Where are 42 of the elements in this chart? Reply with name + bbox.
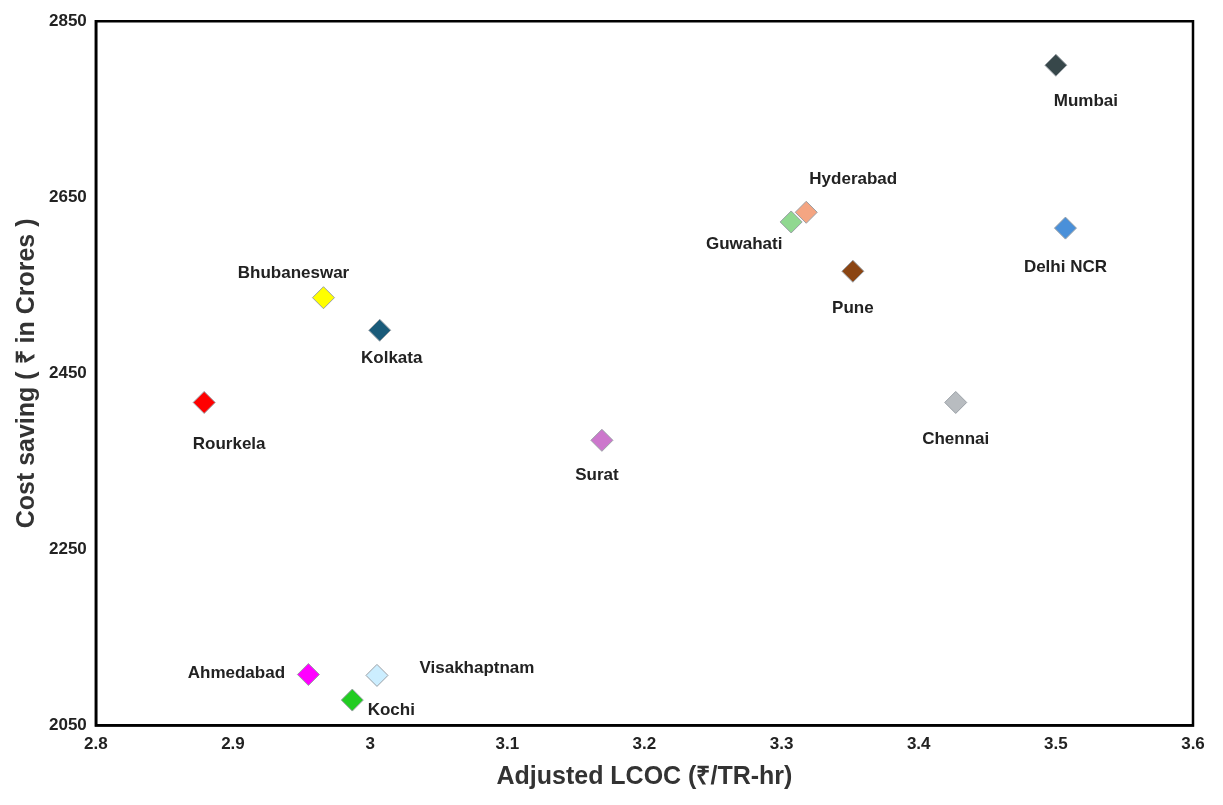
x-tick-label: 3.5 <box>1044 734 1068 754</box>
point <box>340 688 364 712</box>
series-label: Bhubaneswar <box>237 263 350 283</box>
point <box>368 318 392 342</box>
y-tick-label: 2850 <box>48 10 87 30</box>
point <box>296 663 320 687</box>
series-label: Kolkata <box>361 347 423 367</box>
point <box>590 428 614 452</box>
point <box>1044 53 1068 77</box>
series-label: Visakhaptnam <box>419 658 535 678</box>
x-tick-label: 3.4 <box>906 734 932 754</box>
point <box>841 259 865 283</box>
series-label: Ahmedabad <box>187 663 286 683</box>
x-tick-label: 2.8 <box>84 734 108 754</box>
y-tick-label: 2450 <box>48 363 87 383</box>
series-label: Guwahati <box>705 233 783 253</box>
point <box>192 390 216 414</box>
y-tick-label: 2050 <box>48 715 87 735</box>
point <box>311 286 335 310</box>
point <box>794 200 818 224</box>
series-label: Chennai <box>922 429 990 449</box>
series-label: Pune <box>832 297 874 317</box>
point <box>1053 216 1077 240</box>
series-label: Rourkela <box>192 434 267 454</box>
x-tick-label: 2.9 <box>221 734 245 754</box>
series-label: Surat <box>575 465 619 485</box>
point <box>365 663 389 687</box>
x-tick-label: 3.6 <box>1181 734 1205 754</box>
series-label: Hyderabad <box>809 168 898 188</box>
x-tick-label: 3 <box>365 734 375 754</box>
x-tick-label: 3.1 <box>495 734 520 754</box>
y-tick-label: 2650 <box>48 186 87 206</box>
series-label: Mumbai <box>1053 90 1118 110</box>
series-label: Delhi NCR <box>1023 256 1108 276</box>
series-label: Kochi <box>367 699 415 719</box>
point <box>944 390 968 414</box>
y-tick-label: 2250 <box>48 539 87 559</box>
point <box>779 210 803 234</box>
x-tick-label: 3.2 <box>632 734 657 754</box>
y-axis-title: Cost saving ( ₹ in Crores ) <box>10 218 39 529</box>
x-axis-title: Adjusted LCOC (₹/TR-hr) <box>496 760 793 789</box>
x-tick-label: 3.3 <box>769 734 794 754</box>
